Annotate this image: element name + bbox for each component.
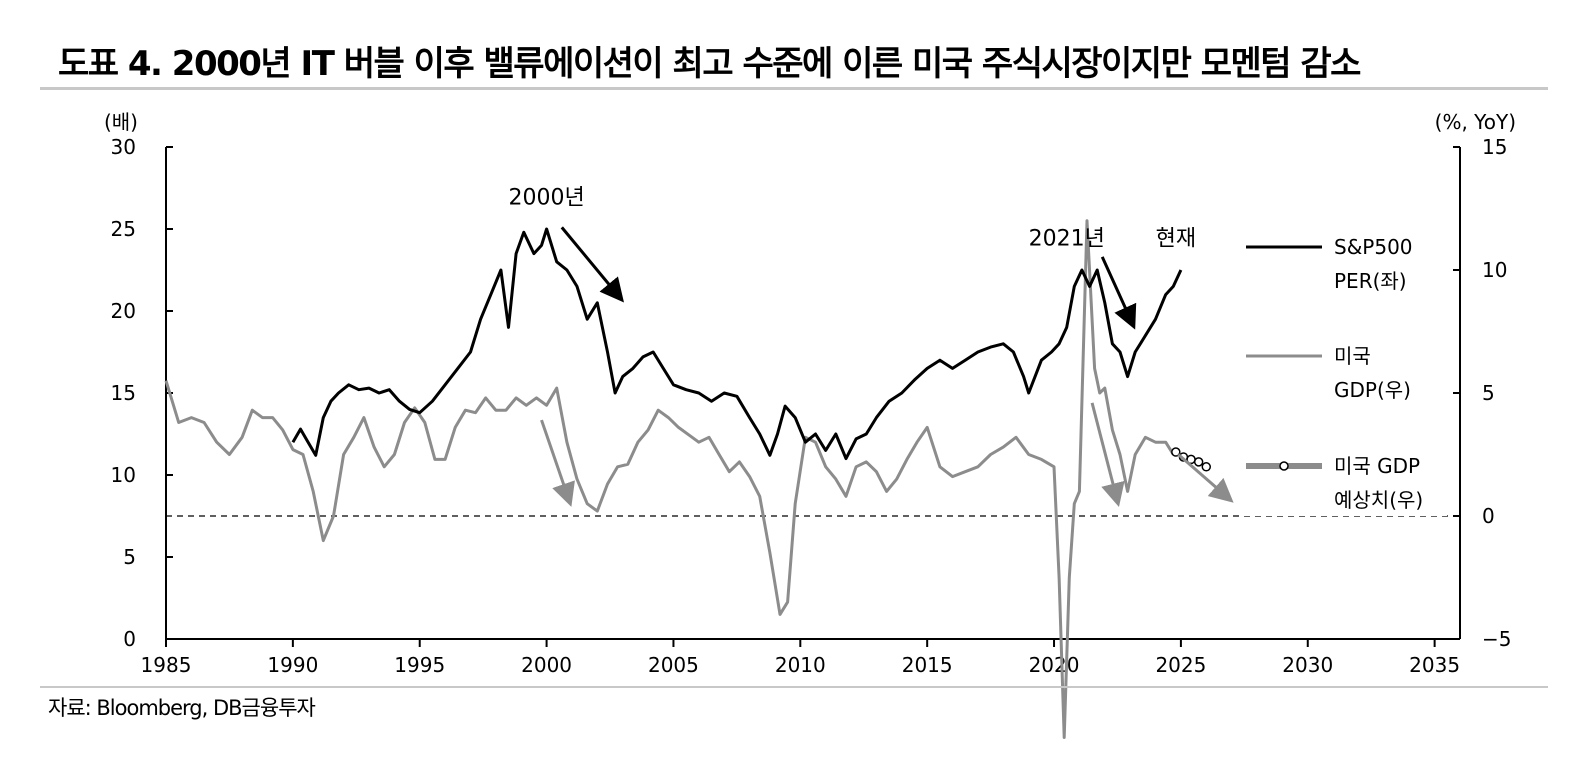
- left-axis-tick-label: 5: [123, 545, 136, 569]
- x-axis-tick-label: 1985: [141, 653, 192, 677]
- title-divider: [40, 87, 1548, 90]
- right-axis-tick-label: 15: [1482, 135, 1507, 159]
- x-axis-tick-label: 2035: [1409, 653, 1460, 677]
- left-axis-tick-label: 30: [111, 135, 136, 159]
- x-axis-tick-label: 1995: [394, 653, 445, 677]
- gray-trend-arrow: [1090, 402, 1125, 508]
- forecast-point: [1193, 457, 1204, 467]
- right-axis-unit: (%, YoY): [1435, 110, 1516, 134]
- x-axis-tick-label: 1990: [267, 653, 318, 677]
- left-axis-tick-label: 20: [111, 299, 136, 323]
- annotation-label: 2000년: [508, 185, 584, 210]
- legend-forecast-label-line1: 미국 GDP: [1334, 454, 1420, 478]
- legend-forecast-marker: [1279, 461, 1289, 471]
- gdp-series-line: [164, 219, 1175, 739]
- x-axis-tick-label: 2025: [1155, 653, 1206, 677]
- annotation-label: 2021년: [1029, 226, 1105, 251]
- left-axis-tick-label: 10: [111, 463, 136, 487]
- gray-trend-arrow: [1177, 453, 1234, 503]
- black-trend-arrow: [1100, 256, 1137, 330]
- source-divider: [40, 686, 1548, 688]
- right-axis-tick-label: 10: [1482, 258, 1507, 282]
- page-title: 도표 4. 2000년 IT 버블 이후 밸류에이션이 최고 수준에 이른 미국…: [58, 44, 1361, 84]
- forecast-point: [1171, 447, 1181, 457]
- x-axis-tick-label: 2020: [1029, 653, 1080, 677]
- legend-per-label-line1: S&P500: [1334, 235, 1413, 259]
- source-note: 자료: Bloomberg, DB금융투자: [48, 696, 316, 720]
- black-trend-arrow: [560, 226, 624, 303]
- x-axis-tick-label: 2010: [775, 653, 826, 677]
- legend-gdp-background: [1242, 334, 1447, 406]
- per-series-line: [291, 227, 1183, 461]
- legend-gdp-label-line1: 미국: [1334, 344, 1371, 368]
- left-axis-tick-label: 15: [111, 381, 136, 405]
- gray-trend-arrow: [540, 419, 575, 507]
- legend-per-label-line2: PER(좌): [1334, 269, 1407, 293]
- left-axis-tick-label: 0: [123, 627, 136, 651]
- right-axis-tick-label: 0: [1482, 504, 1495, 528]
- x-axis-tick-label: 2015: [902, 653, 953, 677]
- x-axis-tick-label: 2030: [1282, 653, 1333, 677]
- legend-forecast-background: [1242, 444, 1447, 516]
- left-axis-tick-label: 25: [111, 217, 136, 241]
- legend-per-background: [1242, 225, 1447, 297]
- right-axis-tick-label: 5: [1482, 381, 1495, 405]
- legend-gdp-label-line2: GDP(우): [1334, 378, 1411, 402]
- x-axis-tick-label: 2000: [521, 653, 572, 677]
- left-axis-unit: (배): [104, 110, 138, 134]
- right-axis-tick-label: −5: [1482, 627, 1511, 651]
- x-axis-tick-label: 2005: [648, 653, 699, 677]
- forecast-point: [1201, 462, 1212, 472]
- annotation-label: 현재: [1156, 226, 1196, 251]
- legend-forecast-label-line2: 예상치(우): [1334, 488, 1423, 512]
